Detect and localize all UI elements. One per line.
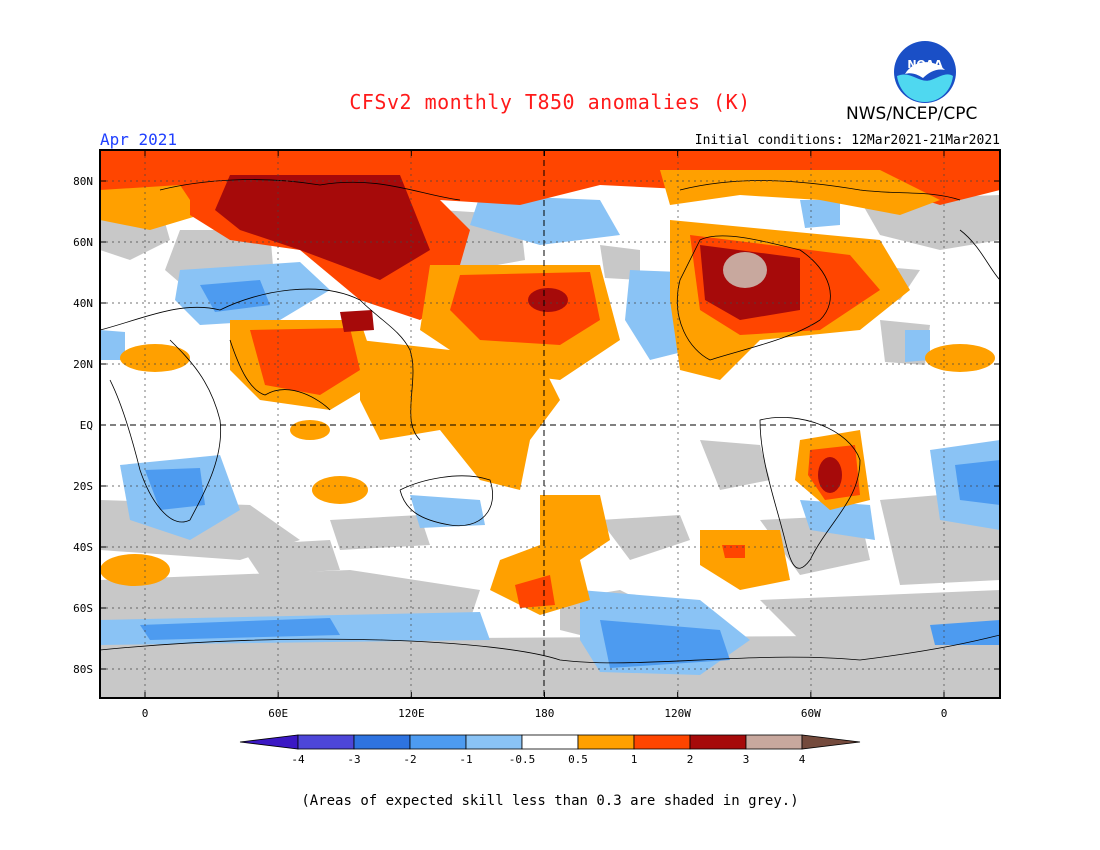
lat-label: 20N bbox=[73, 358, 93, 371]
noaa-logo-text: NOAA bbox=[907, 58, 943, 71]
noaa-logo-icon: NOAA bbox=[894, 41, 956, 103]
legend-swatch bbox=[239, 734, 299, 750]
anomaly-fields bbox=[100, 150, 1000, 698]
lon-label: 60E bbox=[268, 707, 288, 720]
legend-label: 2 bbox=[687, 753, 694, 766]
forecast-month: Apr 2021 bbox=[100, 130, 178, 149]
legend-label: -4 bbox=[291, 753, 305, 766]
skill-footnote: (Areas of expected skill less than 0.3 a… bbox=[301, 793, 799, 809]
lat-label: 80S bbox=[73, 663, 93, 676]
lat-label: 20S bbox=[73, 480, 93, 493]
lat-label: 40S bbox=[73, 541, 93, 554]
legend-label: -2 bbox=[403, 753, 416, 766]
legend-swatch bbox=[353, 734, 411, 750]
initial-conditions: Initial conditions: 12Mar2021-21Mar2021 bbox=[694, 133, 1000, 148]
color-legend: -4 -3 -2 -1 -0.5 0.5 1 2 3 4 bbox=[239, 734, 861, 766]
legend-swatch bbox=[297, 734, 355, 750]
map-frame bbox=[99, 149, 1001, 699]
lon-label: 60W bbox=[801, 707, 821, 720]
positive-anomalies bbox=[100, 150, 1000, 615]
legend-swatch bbox=[689, 734, 747, 750]
legend-label: -3 bbox=[347, 753, 360, 766]
legend-label: -0.5 bbox=[509, 753, 536, 766]
legend-label: 1 bbox=[631, 753, 638, 766]
legend-swatch bbox=[745, 734, 803, 750]
legend-swatch bbox=[465, 734, 523, 750]
lon-label: 120E bbox=[398, 707, 425, 720]
coastlines bbox=[100, 179, 1000, 664]
legend-swatch bbox=[801, 734, 861, 750]
equator-dateline bbox=[100, 150, 1000, 698]
lon-label: 0 bbox=[941, 707, 948, 720]
longitude-axis: 0 60E 120E 180 120W 60W 0 bbox=[142, 150, 948, 720]
grid-lines bbox=[100, 150, 1000, 698]
legend-swatch bbox=[577, 734, 635, 750]
lat-label: 80N bbox=[73, 175, 93, 188]
legend-label: 0.5 bbox=[568, 753, 588, 766]
legend-swatch bbox=[633, 734, 691, 750]
lon-label: 120W bbox=[664, 707, 691, 720]
agency-label: NWS/NCEP/CPC bbox=[846, 104, 978, 124]
legend-label: -1 bbox=[459, 753, 472, 766]
legend-label: 4 bbox=[799, 753, 806, 766]
legend-label: 3 bbox=[743, 753, 750, 766]
lon-label: 0 bbox=[142, 707, 149, 720]
lat-label: 60S bbox=[73, 602, 93, 615]
legend-swatch bbox=[409, 734, 467, 750]
latitude-axis: 80N 60N 40N 20N EQ 20S 40S 60S 80S bbox=[73, 175, 1000, 676]
legend-swatch bbox=[521, 734, 579, 750]
map-title: CFSv2 monthly T850 anomalies (K) bbox=[349, 90, 751, 114]
lat-label: EQ bbox=[80, 419, 93, 432]
lon-label: 180 bbox=[535, 707, 555, 720]
lat-label: 40N bbox=[73, 297, 93, 310]
lat-label: 60N bbox=[73, 236, 93, 249]
